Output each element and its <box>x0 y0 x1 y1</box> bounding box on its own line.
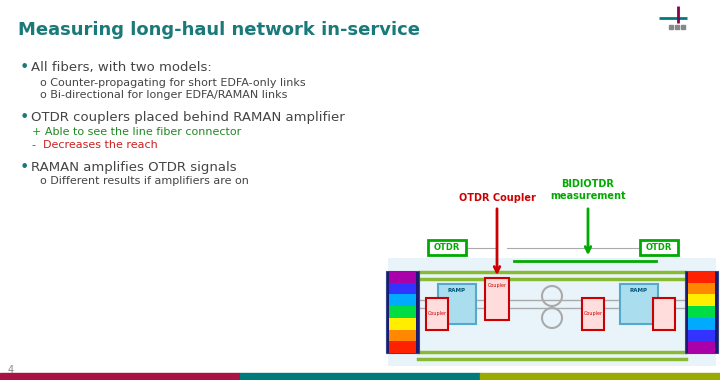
Bar <box>681 25 685 29</box>
Bar <box>438 284 476 324</box>
Text: 4: 4 <box>8 365 14 375</box>
Text: •: • <box>20 160 30 174</box>
Bar <box>688 341 715 353</box>
Bar <box>0 373 240 380</box>
Bar <box>389 329 416 341</box>
Bar <box>669 25 673 29</box>
Text: Measuring long-haul network in-service: Measuring long-haul network in-service <box>18 21 420 39</box>
Text: Coupler: Coupler <box>428 312 446 317</box>
Bar <box>688 318 715 329</box>
Text: OTDR: OTDR <box>646 243 672 252</box>
Text: -  Decreases the reach: - Decreases the reach <box>32 140 158 150</box>
Text: Coupler: Coupler <box>583 312 603 317</box>
Bar <box>685 271 718 353</box>
Bar <box>240 373 480 380</box>
Bar <box>688 306 715 318</box>
Bar <box>389 306 416 318</box>
Text: Coupler: Coupler <box>487 283 507 288</box>
Text: + Able to see the line fiber connector: + Able to see the line fiber connector <box>32 127 241 137</box>
Text: All fibers, with two models:: All fibers, with two models: <box>31 62 212 74</box>
Bar <box>428 240 466 255</box>
Text: RAMP: RAMP <box>448 288 466 293</box>
Bar <box>688 283 715 294</box>
Bar <box>640 240 678 255</box>
Text: o Counter-propagating for short EDFA-only links: o Counter-propagating for short EDFA-onl… <box>40 78 305 88</box>
Bar <box>389 271 416 283</box>
Text: OTDR Coupler: OTDR Coupler <box>459 193 536 203</box>
Bar <box>389 294 416 306</box>
Text: o Different results if amplifiers are on: o Different results if amplifiers are on <box>40 176 249 186</box>
Bar <box>389 341 416 353</box>
Text: OTDR couplers placed behind RAMAN amplifier: OTDR couplers placed behind RAMAN amplif… <box>31 111 345 124</box>
Bar <box>388 258 716 366</box>
Bar <box>688 329 715 341</box>
Bar <box>675 25 679 29</box>
Bar <box>386 271 419 353</box>
Text: BIDIOTDR
measurement: BIDIOTDR measurement <box>550 179 626 201</box>
Bar <box>620 284 658 324</box>
Bar <box>688 294 715 306</box>
Text: RAMAN amplifies OTDR signals: RAMAN amplifies OTDR signals <box>31 160 237 174</box>
Text: •: • <box>20 109 30 125</box>
Text: RAMP: RAMP <box>630 288 648 293</box>
Bar <box>389 283 416 294</box>
Bar <box>582 298 604 330</box>
Bar <box>485 278 509 320</box>
Bar <box>480 373 720 380</box>
Text: OTDR: OTDR <box>434 243 460 252</box>
Bar <box>426 298 448 330</box>
Bar <box>688 271 715 283</box>
Bar <box>389 318 416 329</box>
Text: o Bi-directional for longer EDFA/RAMAN links: o Bi-directional for longer EDFA/RAMAN l… <box>40 90 287 100</box>
Text: •: • <box>20 60 30 76</box>
Bar <box>653 298 675 330</box>
